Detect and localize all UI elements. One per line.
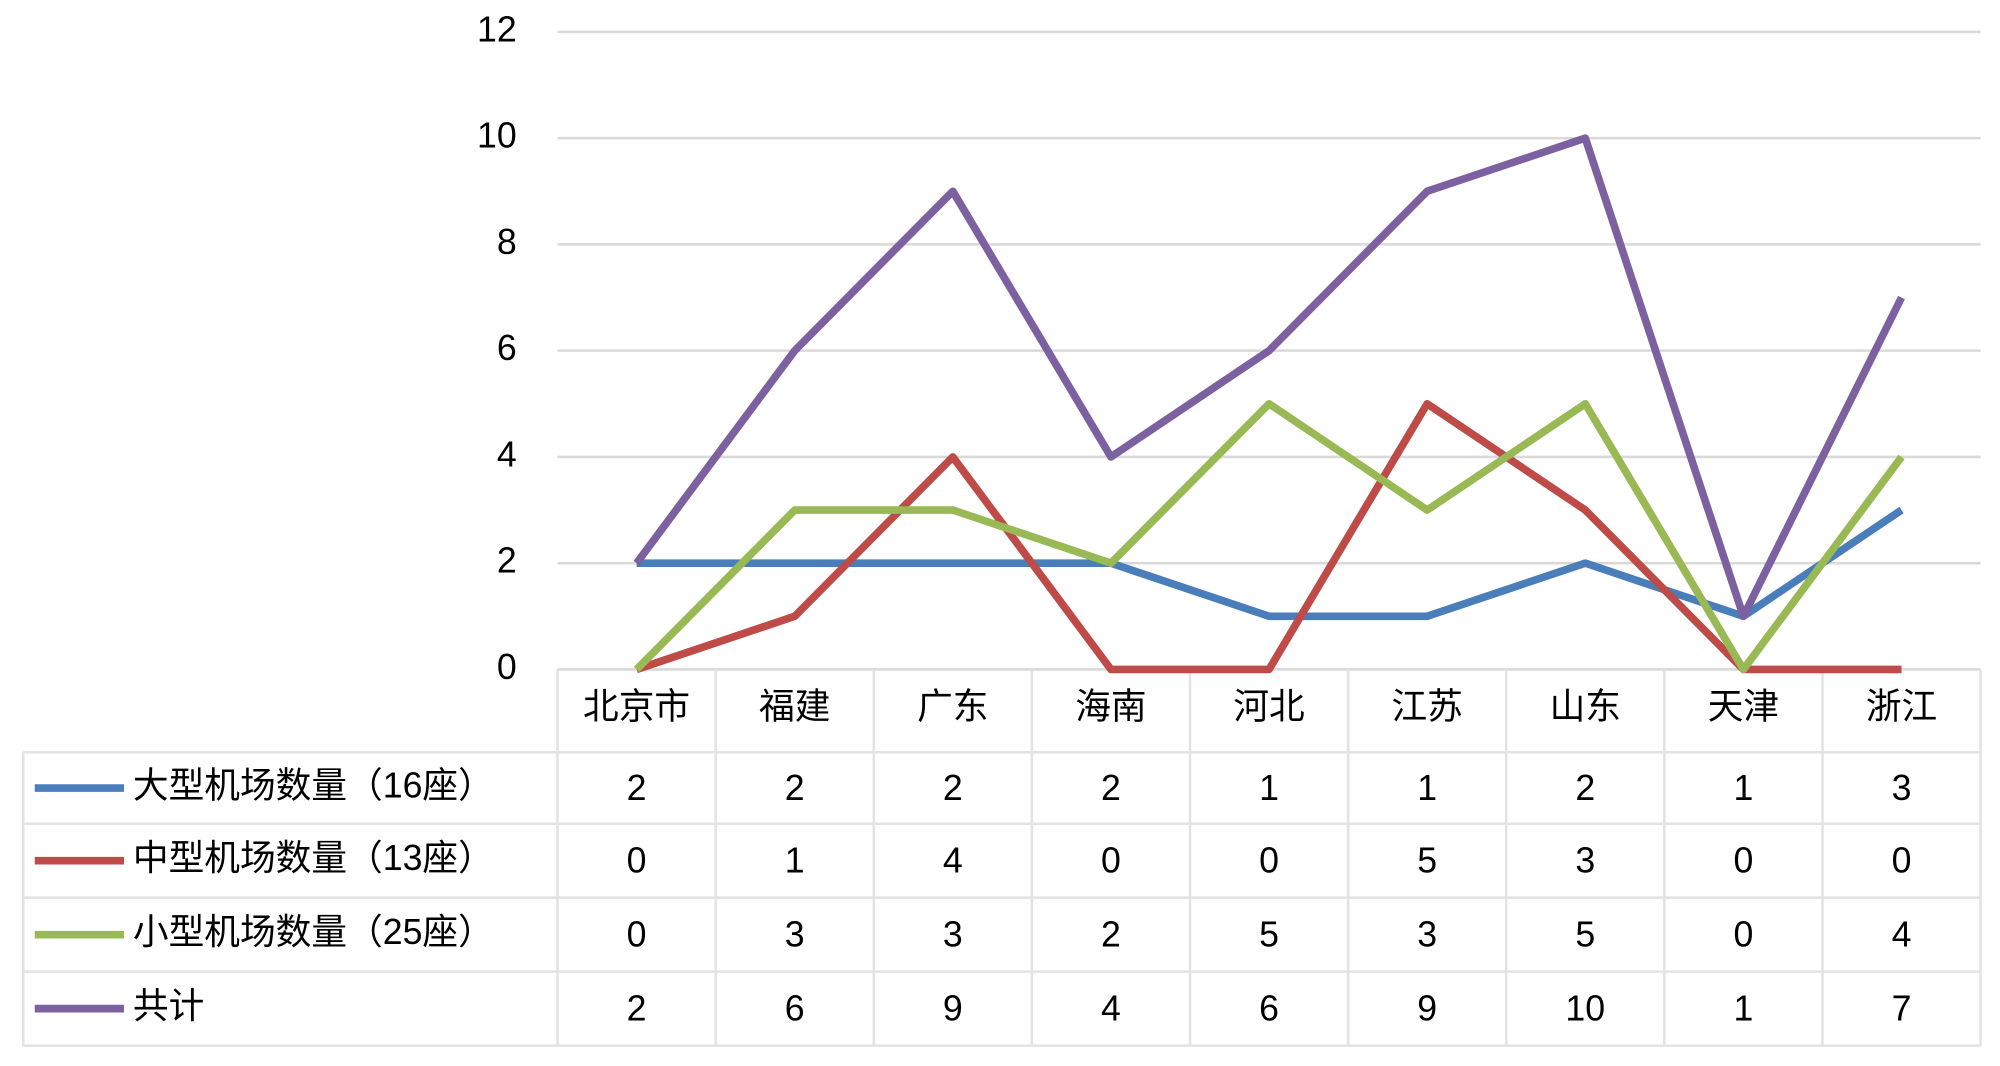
table-value: 1 (785, 841, 805, 881)
table-value: 2 (627, 768, 647, 808)
table-value: 0 (1733, 915, 1753, 955)
series-line (635, 399, 1902, 674)
table-value: 7 (1892, 989, 1912, 1029)
table-value: 3 (785, 915, 805, 955)
table-value: 5 (1575, 915, 1595, 955)
x-tick-label: 北京市 (583, 686, 690, 726)
table-value: 0 (627, 841, 647, 881)
y-tick-label: 10 (477, 116, 517, 156)
table-value: 0 (1733, 841, 1753, 881)
series-line (633, 134, 1905, 621)
table-value: 1 (1733, 989, 1753, 1029)
y-tick-label: 0 (497, 647, 517, 687)
legend-label: 大型机场数量（16座） (133, 765, 494, 805)
x-tick-label: 山东 (1550, 686, 1621, 726)
x-tick-label: 河北 (1233, 686, 1304, 726)
x-tick-label: 天津 (1708, 686, 1779, 726)
table-value: 4 (1892, 915, 1912, 955)
table-value: 2 (627, 989, 647, 1029)
table-value: 0 (1101, 841, 1121, 881)
x-tick-label: 江苏 (1391, 686, 1462, 726)
x-tick-label: 浙江 (1866, 686, 1937, 726)
table-value: 6 (1259, 989, 1279, 1029)
table-value: 0 (627, 915, 647, 955)
table-value: 0 (1892, 841, 1912, 881)
y-tick-label: 12 (477, 9, 517, 49)
y-tick-label: 8 (497, 222, 517, 262)
table-value: 2 (1101, 768, 1121, 808)
table-value: 5 (1417, 841, 1437, 881)
table-value: 3 (1892, 768, 1912, 808)
table-value: 0 (1259, 841, 1279, 881)
table-value: 4 (943, 841, 963, 881)
table-value: 3 (1417, 915, 1437, 955)
table-value: 9 (1417, 989, 1437, 1029)
table-value: 3 (1575, 841, 1595, 881)
y-tick-label: 4 (497, 434, 517, 474)
table-value: 2 (785, 768, 805, 808)
x-tick-label: 福建 (759, 686, 830, 726)
table-value: 9 (943, 989, 963, 1029)
table-value: 3 (943, 915, 963, 955)
legend-label: 小型机场数量（25座） (133, 912, 494, 952)
series-line (633, 399, 1905, 674)
table-value: 5 (1259, 915, 1279, 955)
table-value: 2 (943, 768, 963, 808)
table-value: 1 (1259, 768, 1279, 808)
y-tick-label: 2 (497, 541, 517, 581)
legend-label: 共计 (133, 986, 204, 1026)
table-value: 1 (1417, 768, 1437, 808)
table-value: 2 (1101, 915, 1121, 955)
x-tick-label: 广东 (917, 686, 988, 726)
x-tick-label: 海南 (1075, 686, 1146, 726)
table-value: 4 (1101, 989, 1121, 1029)
table-value: 10 (1565, 989, 1605, 1029)
y-tick-label: 6 (497, 328, 517, 368)
table-value: 6 (785, 989, 805, 1029)
table-value: 1 (1733, 768, 1753, 808)
legend-label: 中型机场数量（13座） (133, 838, 494, 878)
table-value: 2 (1575, 768, 1595, 808)
